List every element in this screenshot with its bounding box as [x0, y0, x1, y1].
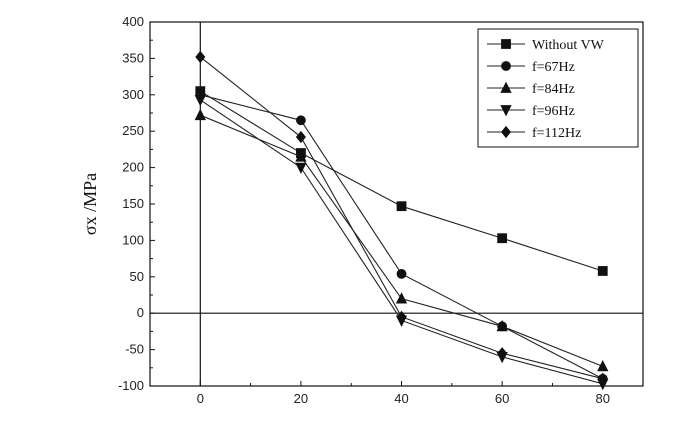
legend-entry: f=84Hz [487, 81, 575, 97]
legend-swatch-marker [501, 61, 511, 71]
y-tick-label: 350 [122, 50, 144, 65]
data-point [295, 150, 307, 162]
data-point [496, 319, 508, 332]
data-point [296, 115, 306, 126]
data-point [194, 108, 206, 121]
legend-swatch-marker [500, 81, 512, 93]
x-tick-label: 80 [596, 391, 610, 406]
legend-swatch-marker [500, 125, 512, 139]
y-tick-label: 400 [122, 14, 144, 29]
legend-label: f=84Hz [532, 82, 575, 97]
y-tick-label: 50 [130, 269, 144, 284]
data-point [396, 268, 407, 279]
x-tick-label: 20 [294, 391, 308, 406]
legend-label: Without VW [532, 38, 605, 53]
data-point [194, 94, 206, 107]
data-point [497, 347, 508, 360]
legend-entry: f=67Hz [487, 60, 575, 75]
data-point [597, 266, 608, 276]
data-point [195, 50, 206, 64]
y-tick-label: 250 [122, 123, 144, 138]
data-point [295, 130, 306, 144]
y-tick-label: -50 [125, 342, 144, 357]
y-axis-ticks: -100 -50 0 50 100 150 200 250 300 350 400 [118, 14, 155, 393]
series-line [200, 114, 603, 367]
x-tick-label: 40 [394, 391, 408, 406]
data-point [396, 201, 407, 212]
data-point [295, 162, 307, 174]
y-tick-label: 300 [122, 87, 144, 102]
y-axis-title: σx /MPa [80, 173, 100, 235]
x-axis-ticks: 0 20 40 60 80 [197, 381, 610, 406]
series-3 [194, 108, 609, 372]
y-tick-label: 100 [122, 232, 144, 247]
legend-entry: f=96Hz [487, 104, 575, 119]
legend-entry: Without VW [487, 38, 605, 53]
series-group [194, 50, 609, 391]
legend-label: f=96Hz [532, 104, 575, 119]
data-point [396, 310, 407, 323]
data-point [597, 359, 609, 372]
legend: Without VW f=67Hz f=84Hz f=96Hz f=112Hz [477, 28, 639, 148]
legend-swatch-marker [501, 39, 511, 49]
data-point [597, 372, 608, 385]
y-tick-label: 150 [122, 196, 144, 211]
legend-label: f=67Hz [532, 60, 575, 75]
legend-entry: f=112Hz [487, 125, 581, 141]
legend-label: f=112Hz [532, 126, 581, 141]
series-5 [195, 50, 608, 385]
y-tick-label: -100 [118, 378, 144, 393]
data-point [497, 233, 508, 244]
y-tick-label: 0 [137, 305, 144, 320]
legend-swatch-marker [500, 105, 512, 117]
y-tick-label: 200 [122, 160, 144, 175]
x-tick-label: 60 [495, 391, 509, 406]
data-point [395, 292, 408, 304]
x-tick-label: 0 [197, 391, 204, 406]
